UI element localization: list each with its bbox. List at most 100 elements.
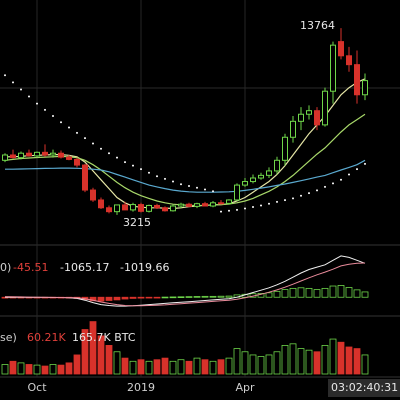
sar-dot (324, 185, 326, 188)
sar-dot (292, 197, 294, 200)
low-label: 3215 (123, 216, 151, 229)
macd-bar (225, 295, 233, 298)
candle-body (314, 110, 320, 126)
macd-label: -45.51 (13, 261, 48, 274)
volume-bar (337, 341, 345, 375)
candle-body (122, 204, 128, 211)
sar-dot (316, 189, 318, 192)
macd-bar (265, 292, 273, 298)
candle-body (114, 204, 120, 213)
volume-bar (289, 343, 297, 375)
candle-body (146, 204, 152, 212)
sar-dot (268, 202, 270, 205)
volume-bar (353, 348, 361, 375)
sar-dot (60, 121, 62, 124)
volume-bar (201, 359, 209, 375)
sar-dot (300, 194, 302, 197)
volume-bar (249, 354, 257, 375)
volume-bar (41, 365, 49, 375)
sar-dot (100, 147, 102, 150)
sar-dot (108, 152, 110, 155)
volume-label: 60.21K (27, 331, 66, 344)
volume-bar (241, 351, 249, 375)
sar-dot (308, 192, 310, 195)
volume-bar (297, 348, 305, 375)
macd-bar (137, 296, 145, 299)
sar-dot (364, 162, 366, 165)
candle-body (226, 199, 232, 204)
volume-bar (1, 364, 9, 375)
sar-dot (196, 186, 198, 189)
candle-body (170, 205, 176, 212)
volume-bar (145, 360, 153, 375)
sar-dot (348, 173, 350, 176)
volume-bar (217, 359, 225, 375)
volume-bar (137, 359, 145, 375)
volume-bar (209, 360, 217, 375)
sar-dot (76, 131, 78, 134)
macd-bar (209, 295, 217, 298)
sar-dot (252, 206, 254, 209)
macd-bar (105, 296, 113, 301)
volume-bar (161, 357, 169, 375)
moving-average (5, 159, 366, 193)
macd-label: 0) (0, 261, 11, 274)
sar-dot (172, 180, 174, 183)
macd-bar (193, 296, 201, 298)
macd-bar (161, 296, 169, 299)
candle-body (306, 110, 312, 115)
volume-bar (73, 354, 81, 375)
candle-body (186, 203, 192, 207)
sar-dot (124, 161, 126, 164)
sar-dot (36, 102, 38, 105)
sar-dot (116, 156, 118, 159)
sar-dot (44, 108, 46, 111)
candle-body (338, 41, 344, 57)
macd-bar (201, 295, 209, 298)
sar-dot (52, 115, 54, 118)
volume-bar (97, 335, 105, 375)
x-tick-label: Apr (235, 381, 255, 394)
volume-bar (329, 338, 337, 375)
candle-body (282, 136, 288, 161)
candle-body (18, 152, 24, 159)
volume-bar (265, 354, 273, 375)
volume-bar (233, 348, 241, 375)
candle-body (194, 203, 200, 207)
candle-body (98, 199, 104, 209)
volume-bar (169, 360, 177, 375)
macd-bar (145, 296, 153, 299)
candle-body (362, 80, 368, 96)
volume-panel (1, 321, 369, 375)
sar-dot (140, 168, 142, 171)
candle-body (34, 151, 40, 157)
sar-dot (132, 164, 134, 167)
sar-dot (332, 182, 334, 185)
sar-dot (180, 183, 182, 186)
volume-bar (65, 362, 73, 375)
sar-dot (244, 207, 246, 210)
high-label: 13764 (300, 19, 335, 32)
macd-bar (185, 296, 193, 298)
volume-bar (57, 364, 65, 375)
sar-dot (204, 188, 206, 191)
volume-bar (49, 364, 57, 375)
candle-body (258, 174, 264, 179)
macd-bar (97, 296, 105, 302)
candle-body (162, 207, 168, 212)
sar-dot (228, 209, 230, 212)
volume-bar (153, 359, 161, 375)
macd-bar (305, 287, 313, 298)
candle-body (290, 120, 296, 138)
volume-bar (281, 345, 289, 375)
volume-bar (17, 362, 25, 375)
macd-bar (113, 296, 121, 301)
volume-bar (33, 364, 41, 375)
macd-bar (337, 285, 345, 298)
sar-dot (340, 178, 342, 181)
candle-body (138, 204, 144, 212)
macd-label: -1065.17 (60, 261, 109, 274)
macd-bar (281, 289, 289, 298)
